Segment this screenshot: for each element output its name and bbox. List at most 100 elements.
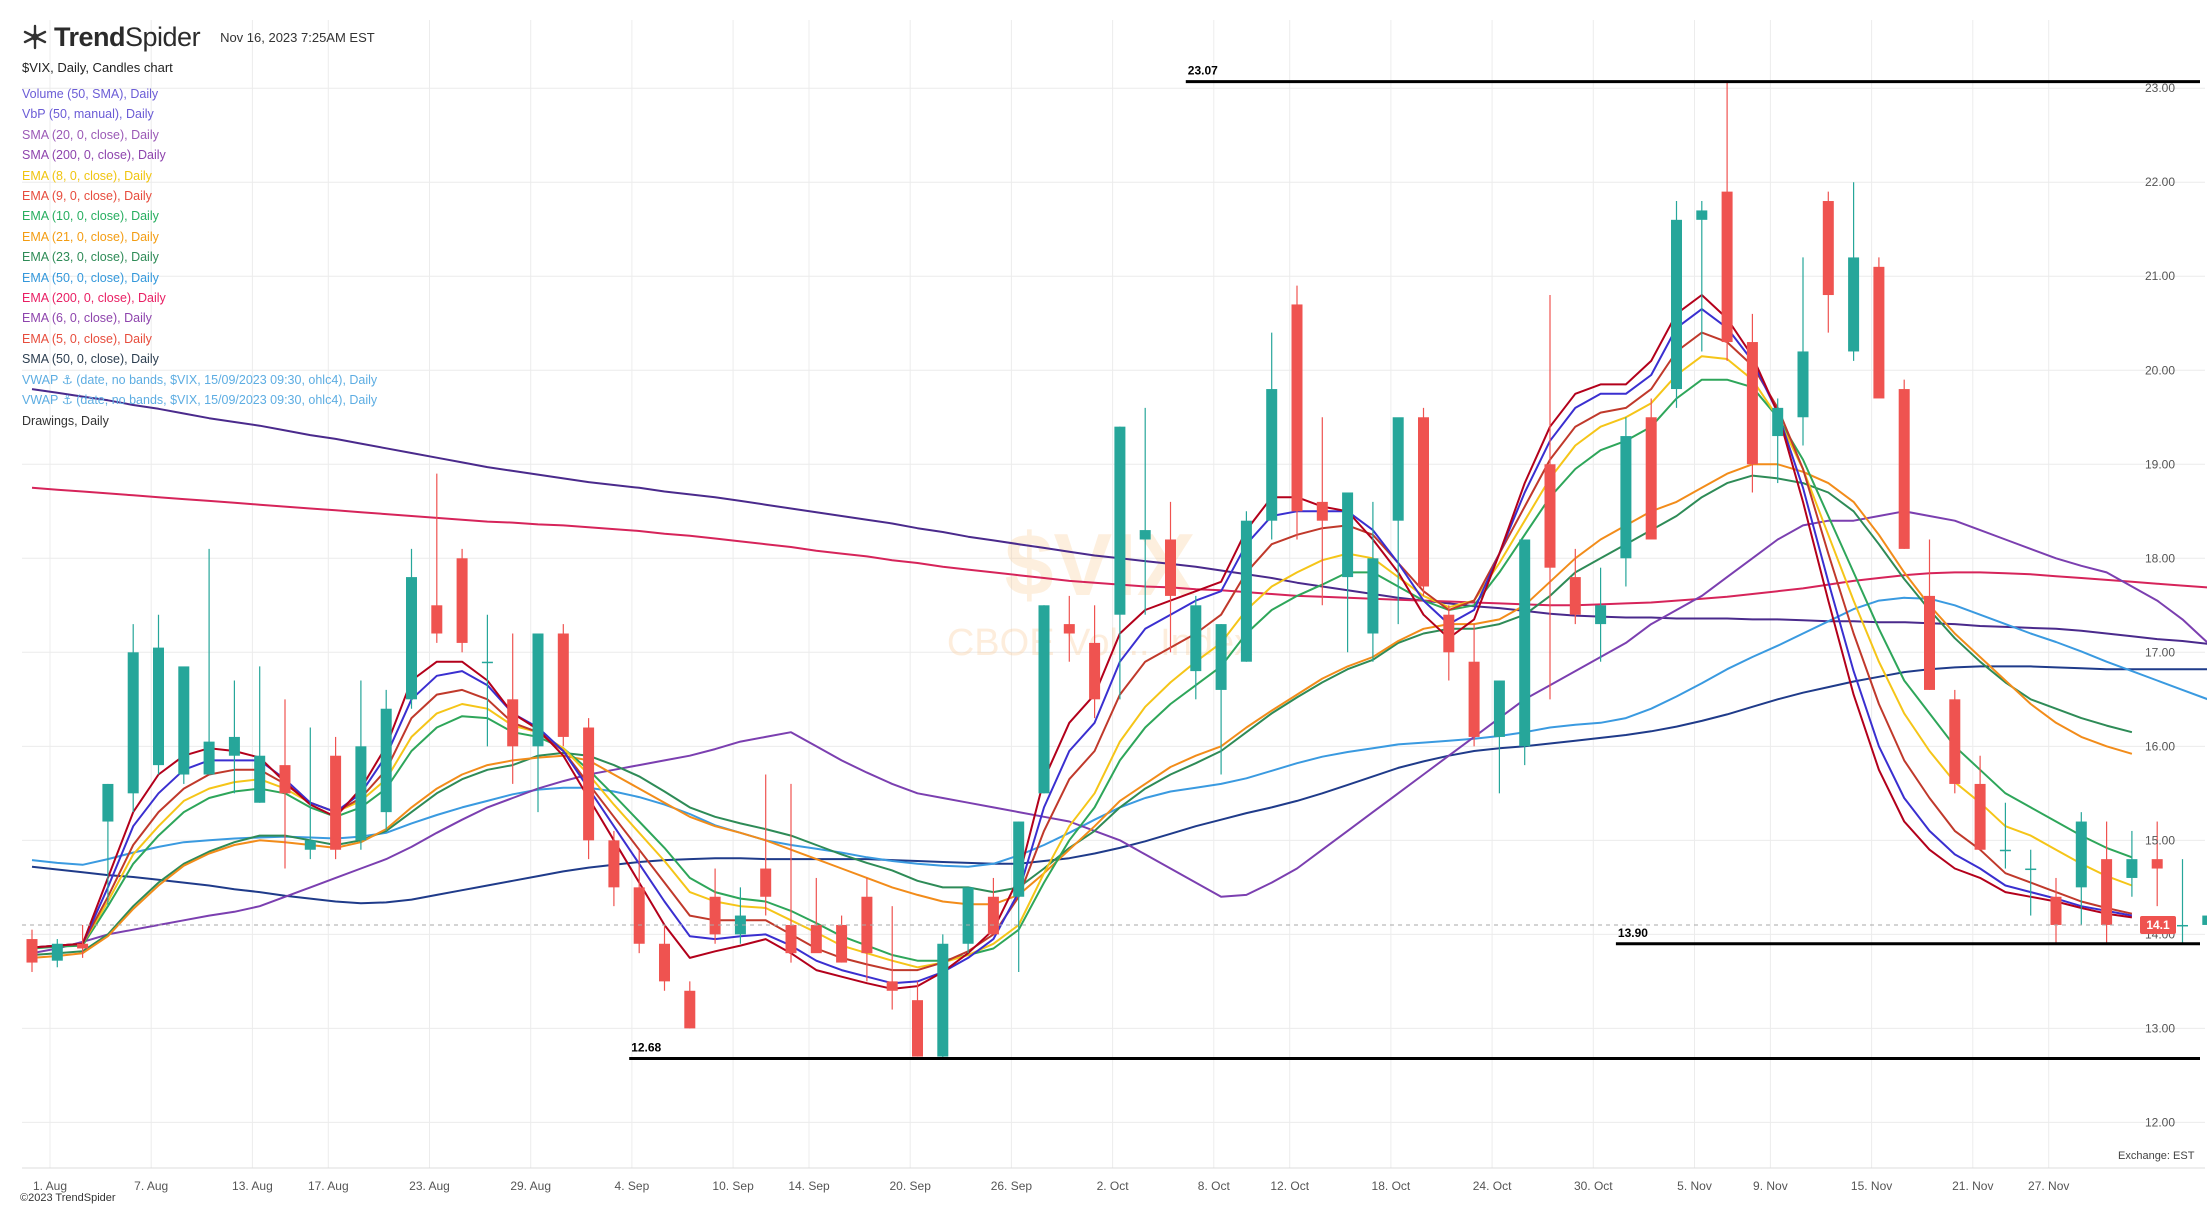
candle <box>77 924 89 958</box>
legend-item[interactable]: EMA (6, 0, close), Daily <box>22 311 152 326</box>
candle-body <box>77 943 89 949</box>
candle-body <box>2126 859 2138 878</box>
candle-body <box>734 915 746 935</box>
x-tick-label: 21. Nov <box>1952 1179 1993 1193</box>
legend-item[interactable]: SMA (50, 0, close), Daily <box>22 352 159 367</box>
candle <box>431 473 443 643</box>
candle-body <box>532 633 544 747</box>
candle-body <box>178 666 190 775</box>
y-axis: 12.0013.0014.0015.0016.0017.0018.0019.00… <box>2145 81 2175 1129</box>
candle <box>1822 191 1834 333</box>
legend-item[interactable]: Drawings, Daily <box>22 413 109 428</box>
legend-item[interactable]: EMA (21, 0, close), Daily <box>22 229 159 244</box>
candle <box>760 774 772 916</box>
legend-item[interactable]: EMA (50, 0, close), Daily <box>22 270 159 285</box>
legend-item[interactable]: EMA (200, 0, close), Daily <box>22 291 166 306</box>
symbol-line: $VIX, Daily, Candles chart <box>22 60 173 75</box>
candle-body <box>507 699 519 747</box>
legend-item[interactable]: EMA (5, 0, close), Daily <box>22 331 152 346</box>
candle <box>810 877 822 954</box>
candle-body <box>1418 417 1429 587</box>
candle <box>1392 417 1404 625</box>
legend-item[interactable]: EMA (9, 0, close), Daily <box>22 189 152 204</box>
candle-body <box>962 887 974 944</box>
candle-body <box>1443 614 1455 653</box>
candle <box>1342 492 1354 653</box>
candle-body <box>51 943 63 961</box>
header: TrendSpider Nov 16, 2023 7:25AM EST <box>22 20 375 54</box>
legend-item[interactable]: VbP (50, manual), Daily <box>22 107 154 122</box>
candle <box>1013 821 1025 972</box>
candle-body <box>102 783 114 822</box>
x-tick-label: 8. Oct <box>1198 1179 1231 1193</box>
candle <box>1316 417 1328 606</box>
y-tick-label: 22.00 <box>2145 175 2175 189</box>
candle-body <box>279 765 291 794</box>
y-tick-label: 12.00 <box>2145 1115 2175 1129</box>
x-tick-label: 10. Sep <box>712 1179 754 1193</box>
candle-body <box>1797 351 1809 418</box>
candle-body <box>1089 642 1101 700</box>
candle-body <box>330 755 342 850</box>
candle <box>1848 182 1860 361</box>
candle <box>785 783 797 963</box>
legend-item[interactable]: Volume (50, SMA), Daily <box>22 87 159 101</box>
candle-body <box>1924 595 1935 690</box>
y-tick-label: 16.00 <box>2145 739 2175 753</box>
trendspider-logo-icon <box>23 24 47 50</box>
candle-body <box>1342 492 1354 578</box>
candle-body <box>304 840 316 850</box>
candle-body <box>355 746 367 841</box>
candle-body <box>1898 389 1910 549</box>
y-tick-label: 17.00 <box>2145 645 2175 659</box>
legend-item[interactable]: EMA (10, 0, close), Daily <box>22 209 159 224</box>
candle <box>1493 680 1505 794</box>
candle-body <box>127 652 139 794</box>
candle <box>330 736 342 860</box>
legend-item[interactable]: SMA (200, 0, close), Daily <box>22 148 166 163</box>
legend-item[interactable]: VWAP ⚓ (date, no bands, $VIX, 15/09/2023… <box>22 372 378 387</box>
indicator-legend: Volume (50, SMA), Daily VbP (50, manual),… <box>22 84 377 431</box>
x-axis: 1. Aug 7. Aug 13. Aug 17. Aug 23. Aug 29. Aug… <box>22 1167 2205 1193</box>
candle-body <box>912 1000 923 1057</box>
candles[interactable] <box>26 81 2207 1059</box>
candle-body <box>1822 201 1834 296</box>
candle-body <box>1493 680 1505 737</box>
candle <box>1418 407 1429 596</box>
exchange-label: Exchange: EST <box>2118 1150 2195 1162</box>
candle <box>1089 605 1101 719</box>
candle-body <box>1013 821 1025 897</box>
x-tick-label: 27. Nov <box>2028 1179 2069 1193</box>
candle-body <box>1974 783 1986 850</box>
candle <box>1468 624 1480 747</box>
x-tick-label: 9. Nov <box>1753 1179 1788 1193</box>
candle <box>1797 257 1809 446</box>
candle <box>254 666 266 803</box>
legend-item[interactable]: EMA (8, 0, close), Daily <box>22 168 152 183</box>
last-price-marker: 14.1 <box>22 915 2176 934</box>
candle <box>1974 755 1986 850</box>
brand-bold: Trend <box>54 21 126 52</box>
candle-body <box>583 727 595 841</box>
candle-body <box>406 577 417 700</box>
legend-item[interactable]: EMA (23, 0, close), Daily <box>22 250 159 265</box>
candle-body <box>254 755 266 803</box>
y-tick-label: 23.00 <box>2145 81 2175 95</box>
candle-body <box>1949 699 1961 784</box>
horizontal-levels[interactable]: 23.07 13.90 12.68 <box>629 64 2200 1060</box>
candle-body <box>1190 605 1202 672</box>
candle-body <box>1696 210 1708 220</box>
indicator-line <box>31 474 2133 956</box>
legend-item[interactable]: SMA (20, 0, close), Daily <box>22 127 159 142</box>
candle-body <box>1721 191 1733 343</box>
candle-body <box>684 990 696 1029</box>
candle <box>51 939 63 968</box>
indicator-lines <box>31 294 2207 990</box>
candle <box>481 614 493 747</box>
candle <box>102 783 114 907</box>
candle <box>1645 398 1657 540</box>
candle <box>2177 859 2188 944</box>
legend-item[interactable]: VWAP ⚓ (date, no bands, $VIX, 15/09/2023… <box>22 393 378 408</box>
candle <box>1999 802 2011 869</box>
